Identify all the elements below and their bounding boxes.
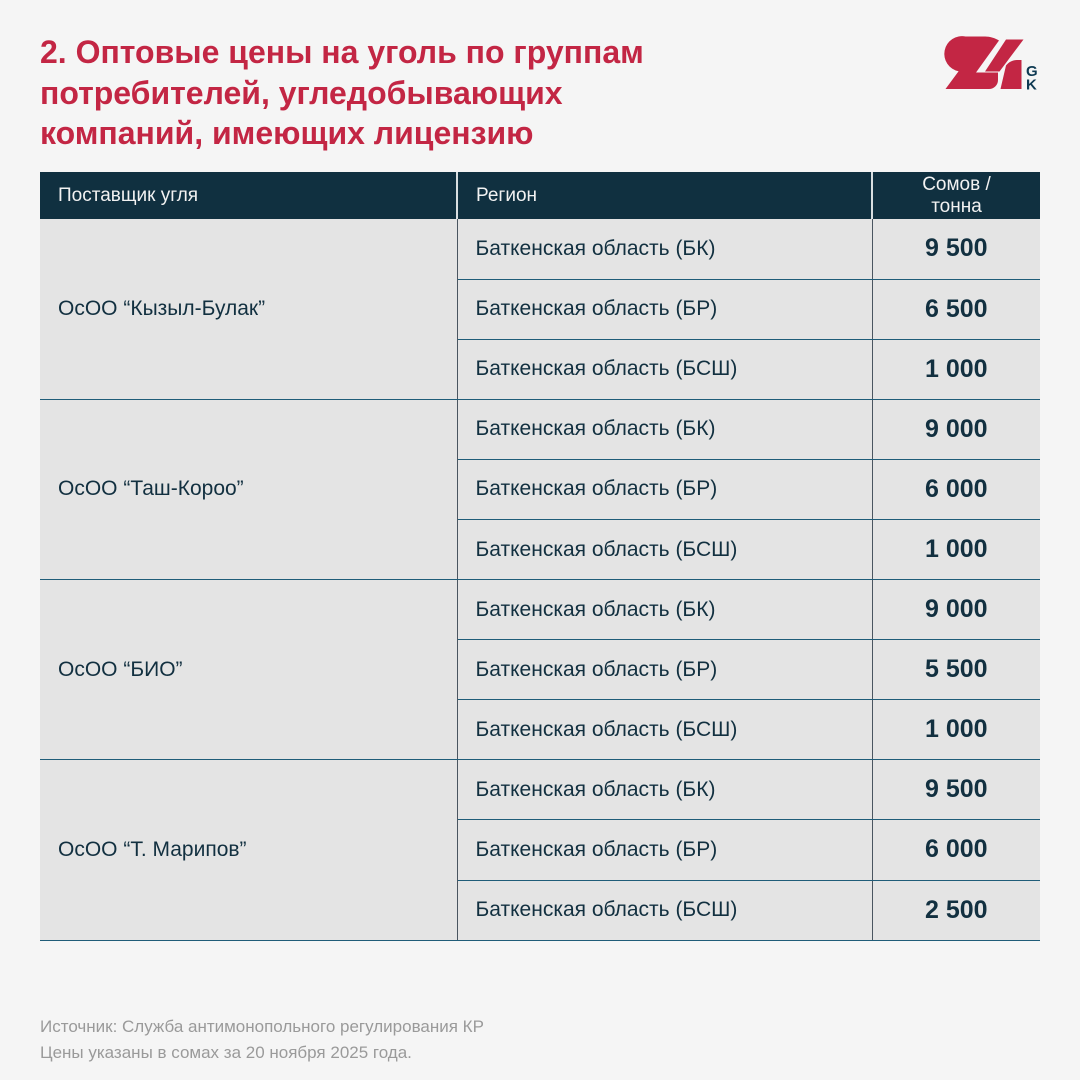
svg-text:K: K [1026,77,1037,94]
